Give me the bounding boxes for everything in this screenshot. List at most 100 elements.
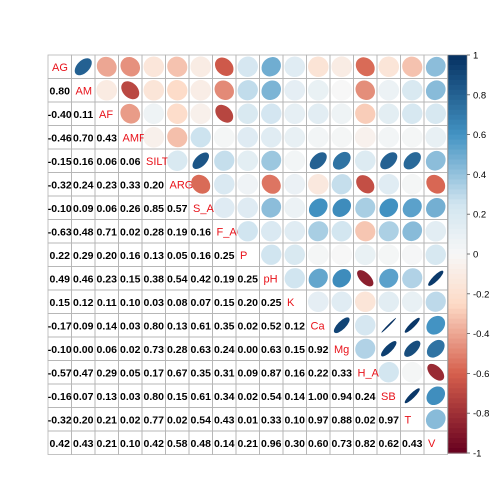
correlation-value-label: 0.13 [97, 391, 118, 403]
legend-gradient-step [448, 258, 467, 265]
variable-label: AG [52, 62, 68, 74]
correlation-ellipse [261, 244, 282, 265]
correlation-value-label: -0.10 [48, 344, 72, 356]
legend-gradient-step [448, 328, 467, 335]
correlation-ellipse [425, 150, 446, 171]
correlation-value-label: 0.03 [120, 320, 141, 332]
correlation-value-label: 0.09 [73, 320, 94, 332]
correlation-ellipse [355, 57, 375, 77]
correlation-value-label: 0.10 [120, 438, 141, 450]
correlation-value-label: 0.60 [308, 438, 329, 450]
correlation-value-label: 0.20 [73, 414, 94, 426]
correlation-value-label: -0.40 [48, 109, 72, 121]
correlation-value-label: 0.00 [238, 344, 259, 356]
correlation-ellipse [167, 127, 188, 148]
correlation-ellipse [261, 150, 282, 171]
correlation-ellipse [190, 79, 212, 101]
correlation-value-label: 0.62 [379, 438, 400, 450]
correlation-ellipse [237, 150, 259, 172]
color-legend: 1 0.8 0.6 0.4 0.2 0 -0.2 -0.4 -0.6 -0.8 -1 [447, 51, 489, 460]
correlation-ellipse [214, 150, 235, 171]
correlation-value-label: 0.06 [97, 344, 118, 356]
correlation-ellipse [401, 291, 423, 313]
correlation-value-label: 0.15 [214, 297, 235, 309]
correlation-ellipse [284, 173, 306, 195]
legend-gradient-step [448, 194, 467, 200]
correlation-ellipse [284, 79, 306, 101]
correlation-value-label: 0.11 [97, 297, 117, 309]
legend-gradient-step [448, 358, 467, 365]
correlation-value-label: 0.80 [144, 320, 165, 332]
correlation-ellipse [307, 244, 329, 266]
correlation-value-label: 0.14 [97, 320, 118, 332]
correlation-ellipse [426, 339, 445, 358]
correlation-ellipse [284, 244, 305, 265]
correlation-ellipse [354, 126, 376, 148]
correlation-value-label: 0.87 [261, 367, 282, 379]
correlation-value-label: 0.48 [73, 226, 94, 238]
correlation-ellipse [307, 291, 329, 313]
correlation-value-label: 0.48 [191, 438, 212, 450]
correlation-value-label: 0.80 [50, 85, 71, 97]
legend-gradient-step [448, 268, 467, 275]
correlation-ellipse [426, 315, 446, 335]
correlation-ellipse [425, 126, 447, 148]
correlation-ellipse [192, 152, 210, 170]
correlation-ellipse [308, 198, 328, 218]
legend-gradient-step [448, 363, 467, 370]
correlation-value-label: 0.42 [144, 438, 165, 450]
correlation-value-label: 0.02 [238, 320, 259, 332]
correlation-value-label: 1.00 [308, 391, 329, 403]
correlation-value-label: 0.02 [355, 414, 376, 426]
correlation-value-label: 0.02 [167, 414, 188, 426]
correlation-value-label: 0.30 [285, 438, 306, 450]
correlation-value-label: 0.09 [73, 203, 94, 215]
correlation-ellipse [402, 221, 423, 242]
correlation-value-label: 0.82 [355, 438, 376, 450]
legend-gradient-step [448, 174, 467, 180]
correlation-value-label: -0.10 [48, 203, 72, 215]
correlation-value-label: 0.77 [144, 414, 165, 426]
correlation-value-label: 0.07 [73, 391, 94, 403]
correlation-ellipse [143, 79, 165, 101]
variable-label: K [287, 297, 295, 309]
legend-gradient-step [448, 129, 467, 136]
correlation-value-label: 0.85 [144, 203, 165, 215]
legend-gradient-step [448, 169, 467, 175]
correlation-ellipse [308, 221, 329, 242]
correlation-value-label: 0.54 [261, 391, 282, 403]
correlation-value-label: 0.25 [214, 250, 235, 262]
correlation-value-label: 0.14 [214, 438, 235, 450]
legend-gradient-step [448, 94, 467, 101]
correlation-ellipse [307, 126, 329, 148]
correlation-ellipse [425, 220, 447, 242]
correlation-value-label: 0.12 [285, 320, 306, 332]
variable-label: AF [99, 109, 113, 121]
correlation-ellipse [378, 362, 399, 383]
correlation-value-label: 0.35 [191, 367, 212, 379]
legend-gradient-step [448, 79, 467, 86]
correlation-value-label: 0.33 [332, 367, 353, 379]
correlation-value-label: 0.47 [73, 367, 94, 379]
correlation-ellipse [425, 80, 446, 101]
correlation-ellipse [402, 56, 423, 77]
correlation-value-label: 0.13 [167, 320, 188, 332]
legend-gradient-step [448, 234, 467, 240]
correlation-value-label: 0.16 [120, 250, 141, 262]
legend-tick-label: 0.6 [473, 130, 486, 141]
correlation-ellipse [355, 80, 376, 101]
legend-gradient-step [448, 254, 467, 260]
correlation-ellipse [354, 291, 376, 313]
correlation-ellipse [425, 409, 446, 430]
correlation-value-label: 0.67 [167, 367, 188, 379]
correlation-ellipse [378, 291, 400, 313]
correlation-value-label: 0.00 [73, 344, 94, 356]
legend-gradient-step [448, 89, 467, 96]
legend-gradient-step [448, 418, 467, 424]
correlation-value-label: 0.28 [144, 226, 165, 238]
correlation-value-label: 0.15 [285, 344, 306, 356]
correlation-ellipse [284, 268, 305, 289]
legend-gradient-step [448, 338, 467, 345]
legend-gradient-step [448, 333, 467, 340]
legend-tick-label: 0.2 [473, 210, 486, 221]
